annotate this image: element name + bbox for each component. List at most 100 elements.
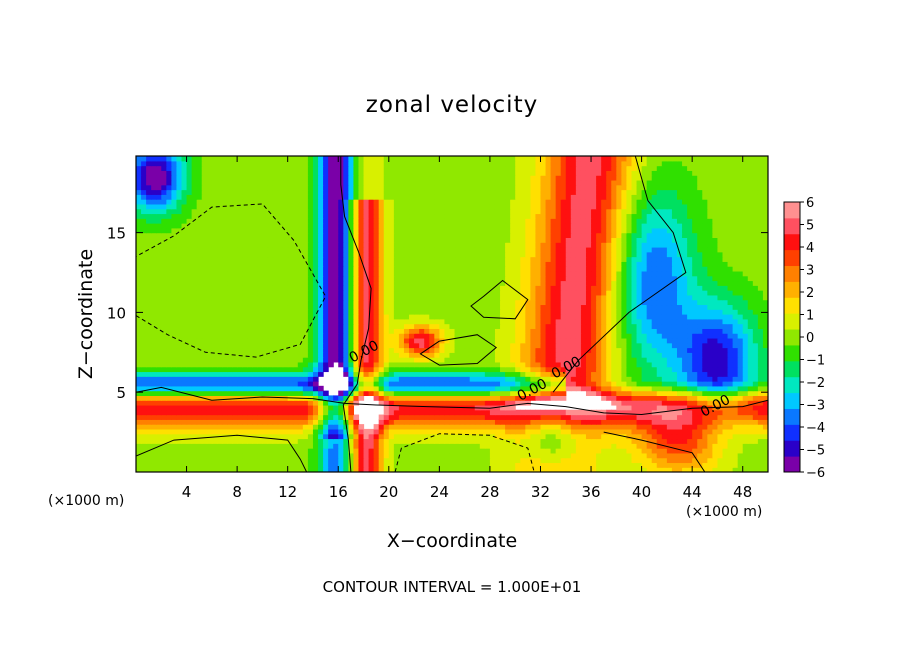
heatmap-cell [459, 280, 466, 286]
heatmap-cell [545, 390, 552, 396]
heatmap-cell [737, 414, 744, 420]
heatmap-cell [494, 323, 501, 329]
heatmap-cell [580, 314, 587, 320]
heatmap-cell [454, 333, 461, 339]
heatmap-cell [616, 299, 622, 306]
heatmap-cell [156, 357, 162, 363]
heatmap-cell [626, 424, 633, 430]
heatmap-cell [570, 414, 577, 420]
heatmap-cell [682, 414, 688, 420]
heatmap-cell [540, 409, 547, 416]
heatmap-cell [687, 409, 693, 416]
heatmap-cell [585, 275, 592, 282]
heatmap-cell [449, 419, 456, 425]
heatmap-cell [206, 357, 213, 363]
heatmap-cell [535, 342, 542, 349]
heatmap-cell [338, 290, 344, 296]
heatmap-cell [282, 376, 289, 382]
heatmap-cell [717, 385, 724, 392]
heatmap-cell [560, 314, 567, 320]
heatmap-cell [282, 285, 289, 291]
heatmap-cell [196, 285, 203, 291]
heatmap-cell [302, 347, 309, 353]
heatmap-cell [206, 467, 213, 472]
heatmap-cell [287, 275, 294, 282]
heatmap-cell [676, 342, 683, 349]
heatmap-cell [702, 333, 708, 339]
heatmap-cell [191, 409, 198, 416]
heatmap-cell [631, 371, 638, 377]
heatmap-cell [591, 333, 597, 339]
heatmap-cell [348, 347, 355, 353]
heatmap-cell [186, 280, 193, 286]
heatmap-cell [737, 304, 744, 310]
heatmap-cell [439, 438, 446, 444]
heatmap-cell [747, 347, 754, 353]
heatmap-cell [580, 467, 587, 472]
heatmap-cell [424, 385, 430, 392]
heatmap-cell [414, 419, 420, 425]
heatmap-cell [388, 467, 395, 472]
heatmap-cell [333, 414, 339, 420]
heatmap-cell [636, 452, 643, 459]
heatmap-cell [570, 381, 577, 387]
heatmap-cell [530, 371, 537, 377]
heatmap-cell [429, 419, 435, 425]
heatmap-cell [732, 390, 739, 396]
heatmap-cell [712, 385, 719, 392]
heatmap-cell [282, 309, 289, 315]
heatmap-cell [141, 414, 147, 420]
heatmap-cell [692, 381, 698, 387]
heatmap-cell [752, 371, 759, 377]
heatmap-cell [692, 366, 698, 373]
heatmap-cell [575, 352, 582, 358]
heatmap-cell [616, 328, 622, 334]
heatmap-cell [221, 414, 228, 420]
heatmap-cell [535, 414, 542, 420]
heatmap-cell [252, 290, 258, 296]
heatmap-cell [717, 285, 724, 291]
heatmap-cell [196, 347, 203, 353]
heatmap-cell [409, 290, 415, 296]
heatmap-cell [742, 438, 749, 444]
heatmap-cell [565, 275, 572, 282]
heatmap-cell [606, 448, 612, 454]
heatmap-cell [646, 361, 653, 368]
heatmap-cell [575, 433, 582, 440]
heatmap-cell [459, 424, 466, 430]
heatmap-cell [505, 285, 511, 291]
heatmap-cell [419, 337, 425, 344]
heatmap-cell [671, 366, 678, 373]
heatmap-cell [692, 304, 698, 310]
heatmap-cell [227, 290, 233, 296]
heatmap-cell [211, 357, 218, 363]
heatmap-cell [626, 433, 633, 440]
heatmap-cell [201, 275, 208, 282]
heatmap-cell [378, 448, 385, 454]
heatmap-cell [464, 438, 471, 444]
heatmap-cell [262, 424, 269, 430]
heatmap-cell [565, 357, 572, 363]
heatmap-cell [489, 395, 496, 401]
heatmap-cell [176, 443, 183, 449]
heatmap-cell [500, 433, 506, 440]
heatmap-cell [338, 285, 344, 291]
heatmap-cell [611, 352, 617, 358]
heatmap-cell [429, 395, 435, 401]
heatmap-cell [348, 333, 355, 339]
heatmap-cell [580, 328, 587, 334]
heatmap-cell [545, 328, 552, 334]
heatmap-cell [591, 390, 597, 396]
heatmap-cell [535, 385, 542, 392]
heatmap-cell [682, 304, 688, 310]
heatmap-cell [287, 280, 294, 286]
heatmap-cell [510, 390, 516, 396]
heatmap-cell [479, 376, 486, 382]
heatmap-cell [166, 376, 172, 382]
heatmap-cell [383, 385, 390, 392]
heatmap-cell [515, 400, 521, 406]
heatmap-cell [272, 462, 279, 468]
heatmap-cell [166, 443, 172, 449]
heatmap-cell [171, 390, 178, 396]
heatmap-cell [262, 385, 269, 392]
